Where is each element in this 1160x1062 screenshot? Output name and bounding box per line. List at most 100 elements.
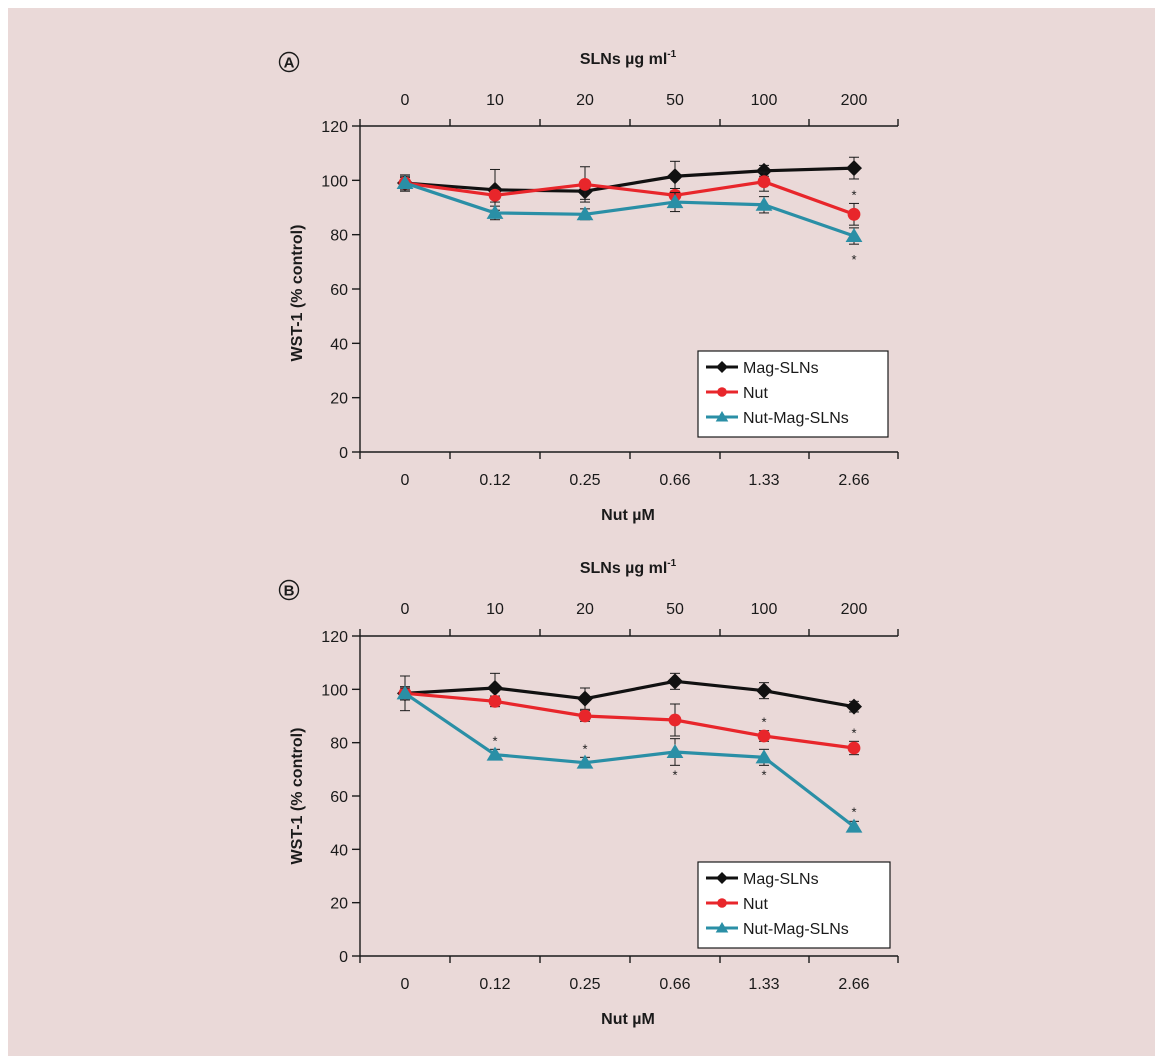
top-tick-label: 100 [751,92,778,109]
y-tick-label: 60 [330,789,348,806]
y-axis-label: WST-1 (% control) [289,225,306,362]
legend-marker [715,922,729,933]
legend-label: Nut [743,896,768,913]
data-point-nut-mag-slns [755,749,773,764]
top-axis-title: SLNs µg ml-1 [580,49,677,68]
y-tick-label: 60 [330,282,348,299]
data-point-mag-slns [846,698,862,715]
bottom-axis-label: Nut µM [601,1011,655,1028]
data-point-mag-slns [667,168,683,185]
bottom-tick-label: 0 [401,472,410,489]
data-point-nut-mag-slns [845,818,863,833]
y-tick-label: 20 [330,896,348,913]
series-line-mag-slns [404,679,855,709]
y-tick-label: 0 [339,949,348,966]
data-point-nut-mag-slns [666,194,684,209]
data-point-mag-slns [756,162,772,179]
figure-background: A SLNs µg ml-1 0 10 20 50 100 200 0 20 40 60 80 100 12… [8,8,1155,1056]
data-point-nut [578,178,592,191]
y-axis-label: WST-1 (% control) [289,728,306,865]
data-point-nut [668,713,682,727]
data-point-nut-mag-slns [576,206,594,221]
panel-label-circle [278,579,300,601]
top-tick-label: 50 [666,92,684,109]
data-point-mag-slns [577,690,593,707]
y-tick-label: 80 [330,736,348,753]
significance-asterisk: * [851,252,856,267]
top-axis-title-main: SLNs µg ml [580,51,667,68]
data-point-nut-mag-slns [396,685,414,700]
top-tick-label: 200 [841,92,868,109]
y-tick-label: 20 [330,391,348,408]
legend-label: Nut-Mag-SLNs [743,410,849,427]
y-tick-label: 40 [330,336,348,353]
top-tick-label: 20 [576,601,594,618]
top-tick-label: 10 [486,601,504,618]
top-tick-label: 200 [841,601,868,618]
data-point-nut-mag-slns [845,228,863,243]
data-point-nut-mag-slns [486,204,504,219]
data-point-nut [757,729,771,743]
bottom-tick-label: 1.33 [748,976,779,993]
y-tick-label: 120 [321,629,348,646]
top-tick-label: 100 [751,601,778,618]
significance-asterisk: * [851,187,856,202]
legend-box [697,350,889,438]
y-tick-label: 80 [330,228,348,245]
data-point-nut-mag-slns [396,175,414,190]
bottom-axis-label: Nut µM [601,507,655,524]
data-point-mag-slns [667,673,683,690]
data-point-mag-slns [846,160,862,177]
panel-label: A [284,55,295,72]
y-tick-label: 120 [321,119,348,136]
bottom-tick-label: 2.66 [838,976,869,993]
y-tick-label: 100 [321,682,348,699]
series-line-nut [404,180,855,216]
significance-asterisk: * [761,767,766,782]
significance-asterisk: * [851,805,856,820]
panel-label-circle [278,51,300,73]
data-point-nut [757,175,771,189]
data-point-nut-mag-slns [666,744,684,758]
top-axis-title: SLNs µg ml-1 [580,558,677,577]
top-tick-label: 50 [666,601,684,618]
top-tick-label: 10 [486,92,504,109]
legend-marker [715,411,729,422]
legend-label: Nut-Mag-SLNs [743,921,849,938]
legend-marker [717,387,727,397]
significance-asterisk: * [761,715,766,730]
bottom-tick-label: 0.12 [479,976,510,993]
top-axis-title-superscript: -1 [667,558,676,569]
bottom-tick-label: 0.66 [659,472,690,489]
significance-asterisk: * [672,767,677,782]
data-point-nut-mag-slns [486,746,504,761]
data-point-nut [578,709,592,723]
legend-marker [716,872,728,884]
y-tick-label: 100 [321,173,348,190]
data-point-nut-mag-slns [755,196,773,211]
significance-asterisk: * [492,733,497,748]
bottom-tick-label: 2.66 [838,472,869,489]
data-point-nut [488,694,502,708]
y-tick-label: 40 [330,842,348,859]
significance-asterisk: * [582,741,587,756]
legend-marker [717,898,727,908]
significance-asterisk: * [851,725,856,740]
data-point-nut [847,207,861,221]
y-tick-label: 0 [339,445,348,462]
legend-marker [716,361,728,373]
bottom-tick-label: 0.66 [659,976,690,993]
data-point-mag-slns [487,680,503,696]
data-point-nut [488,188,502,202]
top-tick-label: 20 [576,92,594,109]
legend-box [697,861,891,949]
bottom-tick-label: 0.25 [569,976,600,993]
panel-label: B [284,583,295,600]
series-line-nut-mag-slns [404,692,855,828]
data-point-mag-slns [756,682,772,699]
legend-label: Nut [743,385,768,402]
bottom-tick-label: 0.12 [479,472,510,489]
series-line-nut [404,691,855,750]
top-tick-label: 0 [401,92,410,109]
legend-label: Mag-SLNs [743,871,819,888]
